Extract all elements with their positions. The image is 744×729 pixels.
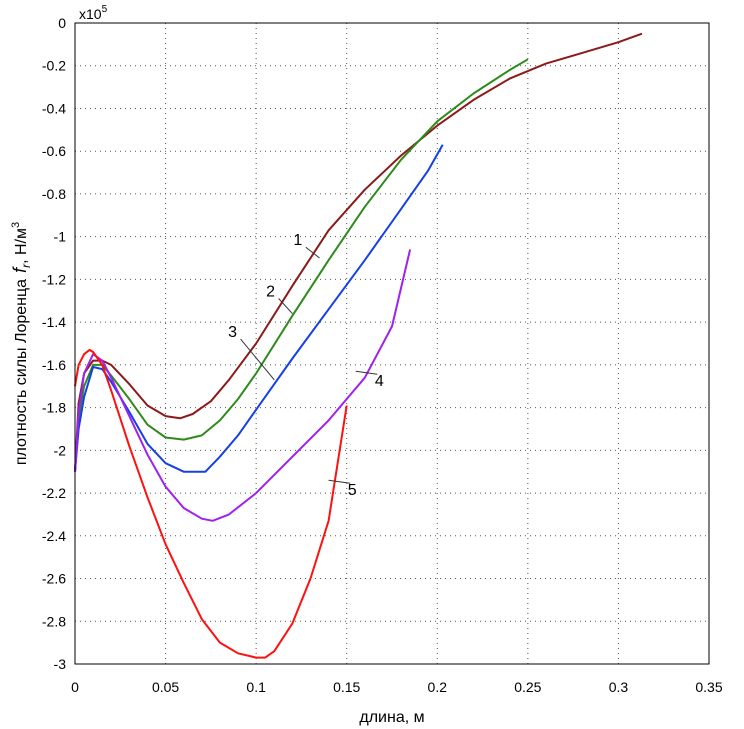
y-tick-label: -2 (54, 442, 67, 458)
curve-pointer-1 (305, 246, 320, 259)
y-tick-label: -0.6 (42, 143, 66, 159)
curve-label-4: 4 (375, 373, 384, 390)
curve-label-1: 1 (293, 232, 302, 249)
y-exponent-power: 5 (102, 4, 108, 15)
x-tick-label: 0.3 (609, 679, 629, 695)
curve-label-2: 2 (266, 283, 275, 300)
curve-pointer-5 (328, 479, 351, 484)
y-axis-exponent: x105 (79, 4, 108, 22)
curve-label-pointers (240, 246, 378, 484)
curve-pointer-4 (355, 370, 378, 375)
x-tick-label: 0.1 (246, 679, 266, 695)
curve-pointer-2 (278, 298, 293, 314)
y-axis-label-units: , Н/м (13, 228, 30, 264)
y-tick-label: -2.2 (42, 485, 66, 501)
x-tick-label: 0.2 (428, 679, 448, 695)
y-tick-label: -1.6 (42, 357, 66, 373)
y-tick-label: -1.8 (42, 400, 66, 416)
series-line-3 (74, 144, 444, 473)
grid (75, 23, 709, 664)
curve-label-5: 5 (348, 482, 357, 499)
series-line-4 (74, 249, 412, 522)
plot-frame (74, 22, 710, 665)
y-tick-labels: 0 -0.2 -0.4 -0.6 -0.8 -1 -1.2 -1.4 -1.6 -1.8 -2 -2.… (42, 15, 66, 672)
y-axis-label: плотность силы Лоренца fr, Н/м3 (10, 222, 33, 465)
y-axis-label-text: плотность силы Лоренца (13, 279, 30, 465)
y-exponent-base: x10 (79, 6, 102, 22)
x-tick-label: 0 (71, 679, 79, 695)
series-line-1 (74, 32, 643, 472)
y-tick-label: -1.2 (42, 271, 66, 287)
x-tick-labels: 0 0.05 0.1 0.15 0.2 0.25 0.3 0.35 (71, 679, 723, 695)
y-axis-label-units-sup: 3 (10, 222, 22, 228)
x-tick-label: 0.05 (152, 679, 179, 695)
x-axis-label: длина, м (359, 709, 424, 726)
x-tick-label: 0.35 (695, 679, 722, 695)
curve-pointer-3 (240, 338, 275, 381)
y-axis-label-symbol: f (10, 266, 30, 273)
y-tick-label: -0.2 (42, 58, 66, 74)
y-tick-label: 0 (58, 15, 66, 31)
curve-label-3: 3 (228, 324, 237, 341)
y-tick-label: -1.4 (42, 314, 66, 330)
curve-labels: 1 2 3 4 5 (228, 232, 384, 499)
x-tick-label: 0.15 (333, 679, 360, 695)
y-tick-label: -0.8 (42, 186, 66, 202)
y-axis-label-subscript: r (19, 263, 33, 268)
series-line-5 (74, 348, 348, 659)
y-tick-label: -2.6 (42, 571, 66, 587)
y-tick-label: -3 (54, 656, 67, 672)
y-tick-label: -2.4 (42, 528, 66, 544)
y-tick-label: -1 (54, 229, 67, 245)
y-tick-label: -0.4 (42, 100, 66, 116)
y-tick-label: -2.8 (42, 613, 66, 629)
x-tick-label: 0.25 (514, 679, 541, 695)
series-lines (74, 32, 643, 659)
series-line-2 (74, 58, 529, 472)
